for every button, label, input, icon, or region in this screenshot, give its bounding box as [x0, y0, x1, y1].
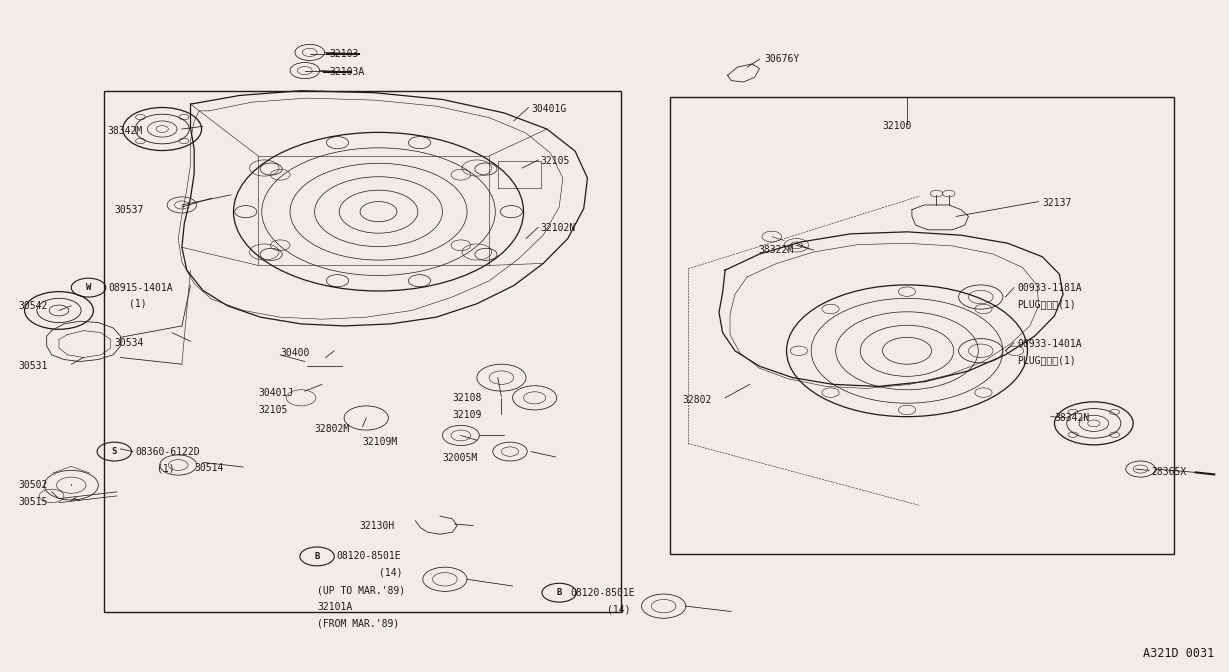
Text: (14): (14) — [379, 568, 402, 577]
Text: 00933-1181A: 00933-1181A — [1018, 283, 1083, 292]
Text: 08120-8501E: 08120-8501E — [570, 588, 635, 597]
Text: PLUGプラグ(1): PLUGプラグ(1) — [1018, 355, 1077, 365]
Text: 32109M: 32109M — [363, 437, 398, 447]
Text: 08120-8501E: 08120-8501E — [337, 552, 402, 561]
Bar — [670, 97, 1174, 554]
Text: 30537: 30537 — [114, 205, 144, 214]
Text: 32005M: 32005M — [442, 454, 478, 463]
Text: (14): (14) — [607, 605, 630, 614]
Text: 32802M: 32802M — [315, 424, 350, 433]
Text: 30400: 30400 — [280, 348, 310, 358]
Text: 30534: 30534 — [114, 338, 144, 347]
Text: 32100: 32100 — [882, 122, 912, 131]
Text: 32103A: 32103A — [329, 67, 365, 77]
Text: 30401J: 30401J — [258, 388, 294, 398]
Text: 30531: 30531 — [18, 362, 48, 371]
Text: 32130H: 32130H — [359, 521, 395, 530]
Text: (1): (1) — [129, 299, 146, 308]
Text: 30542: 30542 — [18, 301, 48, 310]
Text: 08360-6122D: 08360-6122D — [135, 447, 200, 456]
Text: 32137: 32137 — [1042, 198, 1072, 208]
Text: 38342N: 38342N — [1054, 413, 1090, 423]
Text: 32108: 32108 — [452, 393, 482, 403]
Text: (1): (1) — [157, 464, 175, 473]
Text: B: B — [315, 552, 320, 561]
Bar — [104, 91, 621, 612]
Text: B: B — [557, 588, 562, 597]
Text: 30401G: 30401G — [531, 104, 567, 114]
Text: 28365X: 28365X — [1152, 467, 1187, 476]
Text: 38342M: 38342M — [107, 126, 143, 136]
Text: 00933-1401A: 00933-1401A — [1018, 339, 1083, 349]
Text: 30514: 30514 — [194, 464, 224, 473]
Text: 30502: 30502 — [18, 480, 48, 490]
Text: 08915-1401A: 08915-1401A — [108, 283, 173, 292]
Text: 30515: 30515 — [18, 497, 48, 507]
Text: 32109: 32109 — [452, 411, 482, 420]
Text: 32105: 32105 — [541, 157, 570, 166]
Text: W: W — [86, 283, 91, 292]
Text: 30676Y: 30676Y — [764, 54, 800, 64]
Text: (FROM MAR.'89): (FROM MAR.'89) — [317, 619, 399, 628]
Text: (UP TO MAR.'89): (UP TO MAR.'89) — [317, 585, 406, 595]
Text: 32103: 32103 — [329, 49, 359, 58]
Text: 32102N: 32102N — [541, 224, 576, 233]
Text: A321D 0031: A321D 0031 — [1143, 647, 1214, 660]
Text: S: S — [112, 447, 117, 456]
Text: PLUGプラグ(1): PLUGプラグ(1) — [1018, 299, 1077, 308]
Text: 38322M: 38322M — [758, 245, 794, 255]
Text: 32101A: 32101A — [317, 602, 353, 612]
Text: 32802: 32802 — [682, 395, 712, 405]
Text: 32105: 32105 — [258, 405, 288, 415]
